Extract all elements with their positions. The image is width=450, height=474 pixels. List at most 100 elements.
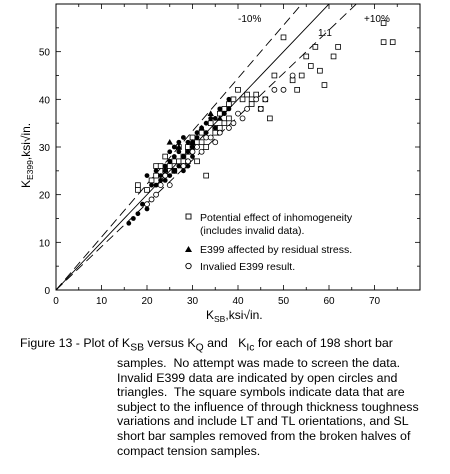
data-point-open-circle bbox=[239, 115, 246, 122]
data-point-filled-circle bbox=[226, 106, 232, 112]
y-tick-label: 50 bbox=[39, 48, 51, 59]
y-axis-title: KE399,ksi√in. bbox=[19, 123, 35, 188]
data-point-open-square bbox=[144, 187, 150, 193]
data-point-filled-circle bbox=[162, 177, 168, 183]
data-point-open-circle bbox=[180, 163, 187, 169]
caption-line: short bar samples removed from the broke… bbox=[117, 429, 411, 444]
caption-line: compact tension samples. bbox=[117, 443, 261, 458]
data-point-open-square bbox=[198, 129, 205, 136]
data-point-open-circle bbox=[166, 182, 173, 189]
legend-label-triangle: E399 affected by residual stress. bbox=[200, 244, 352, 256]
data-point-open-square bbox=[298, 72, 305, 79]
data-point-open-square bbox=[185, 144, 191, 150]
legend-marker-filled-triangle bbox=[185, 246, 192, 252]
data-point-open-square bbox=[221, 120, 228, 126]
data-point-open-square bbox=[330, 53, 337, 60]
svg-text:KSB,ksi√in.: KSB,ksi√in. bbox=[206, 308, 263, 324]
data-point-filled-circle bbox=[167, 149, 173, 155]
data-point-open-square bbox=[248, 101, 255, 107]
data-point-filled-circle bbox=[203, 130, 209, 136]
data-point-filled-circle bbox=[221, 111, 227, 117]
reference-line bbox=[56, 4, 330, 290]
data-point-filled-circle bbox=[185, 149, 191, 155]
x-tick-label: 50 bbox=[278, 296, 290, 307]
data-point-open-square bbox=[307, 63, 314, 69]
data-point-open-square bbox=[389, 39, 396, 45]
caption-line: variations and include LT and TL orienta… bbox=[117, 414, 409, 429]
data-point-filled-circle bbox=[167, 158, 173, 164]
data-point-open-circle bbox=[271, 86, 278, 93]
data-point-open-square bbox=[171, 158, 178, 165]
data-point-open-square bbox=[176, 158, 182, 165]
reference-line-label: 1:1 bbox=[318, 28, 332, 39]
data-point-open-square bbox=[317, 67, 323, 74]
x-tick-label: 70 bbox=[369, 296, 381, 307]
data-point-filled-circle bbox=[153, 168, 159, 174]
data-point-filled-circle bbox=[176, 149, 182, 155]
data-point-open-square bbox=[203, 144, 209, 150]
data-point-filled-circle bbox=[135, 211, 141, 217]
data-point-filled-circle bbox=[199, 125, 205, 131]
data-point-open-square bbox=[380, 20, 387, 26]
data-point-open-square bbox=[194, 139, 200, 146]
data-point-filled-circle bbox=[158, 173, 164, 179]
y-tick-label: 10 bbox=[39, 238, 51, 249]
data-point-open-square bbox=[294, 87, 300, 93]
data-point-filled-circle bbox=[185, 139, 191, 145]
data-point-open-square bbox=[335, 44, 341, 50]
data-point-filled-circle bbox=[126, 220, 132, 226]
data-point-filled-circle bbox=[162, 168, 168, 174]
x-axis-title: KSB,ksi√in. bbox=[206, 308, 263, 324]
data-point-filled-circle bbox=[171, 154, 177, 159]
data-point-open-circle bbox=[280, 86, 287, 93]
data-point-open-square bbox=[303, 53, 310, 60]
data-point-filled-circle bbox=[144, 206, 150, 212]
svg-text:KE399,ksi√in.: KE399,ksi√in. bbox=[19, 123, 35, 188]
data-point-open-square bbox=[226, 115, 232, 122]
data-point-filled-triangle bbox=[216, 115, 223, 121]
x-tick-label: 20 bbox=[141, 296, 153, 307]
x-tick-label: 0 bbox=[53, 296, 59, 307]
data-point-open-square bbox=[166, 163, 173, 169]
data-point-open-circle bbox=[244, 105, 251, 112]
legend: Potential effect of inhomogeneity (inclu… bbox=[185, 212, 353, 273]
data-point-filled-circle bbox=[181, 135, 186, 140]
legend-label-square-line2: (includes invalid data). bbox=[200, 225, 304, 237]
legend-marker-open-square bbox=[185, 213, 192, 220]
x-tick-label: 30 bbox=[187, 296, 199, 307]
data-point-open-circle bbox=[144, 201, 150, 208]
y-tick-label: 0 bbox=[44, 286, 50, 297]
data-point-filled-circle bbox=[208, 116, 214, 121]
data-point-filled-circle bbox=[176, 163, 182, 169]
data-point-filled-circle bbox=[149, 182, 154, 188]
data-point-open-square bbox=[321, 82, 328, 88]
data-point-open-square bbox=[244, 91, 250, 98]
data-point-open-square bbox=[289, 77, 296, 84]
legend-marker-open-circle bbox=[185, 262, 192, 270]
axis-tick-labels: 0 10 20 30 40 50 60 70 0 10 20 30 40 50 bbox=[39, 48, 381, 307]
data-point-filled-circle bbox=[162, 163, 168, 169]
data-point-filled-circle bbox=[190, 139, 195, 145]
data-point-filled-circle bbox=[158, 177, 164, 183]
data-point-open-circle bbox=[289, 72, 296, 79]
data-point-open-square bbox=[312, 44, 319, 50]
data-point-filled-circle bbox=[144, 173, 150, 179]
reference-line-label: -10% bbox=[238, 14, 261, 25]
data-point-filled-circle bbox=[171, 144, 177, 150]
data-point-open-circle bbox=[148, 196, 155, 203]
caption-line: subject to the influence of through thic… bbox=[117, 399, 419, 414]
figure-caption: Figure 13 - Plot of KSB versus KQ and KI… bbox=[20, 336, 445, 458]
y-tick-label: 40 bbox=[39, 95, 51, 106]
data-point-open-square bbox=[226, 101, 232, 107]
data-point-open-square bbox=[148, 177, 155, 184]
data-point-open-square bbox=[153, 172, 159, 179]
x-tick-label: 60 bbox=[323, 296, 335, 307]
data-point-open-square bbox=[153, 163, 159, 169]
data-point-filled-circle bbox=[194, 130, 200, 136]
data-point-filled-circle bbox=[171, 168, 177, 174]
data-point-open-square bbox=[280, 34, 287, 41]
y-tick-label: 30 bbox=[39, 143, 51, 154]
reference-line-label: +10% bbox=[364, 14, 390, 25]
caption-line: samples. No attempt was made to screen t… bbox=[117, 356, 401, 371]
data-point-filled-circle bbox=[185, 163, 191, 169]
